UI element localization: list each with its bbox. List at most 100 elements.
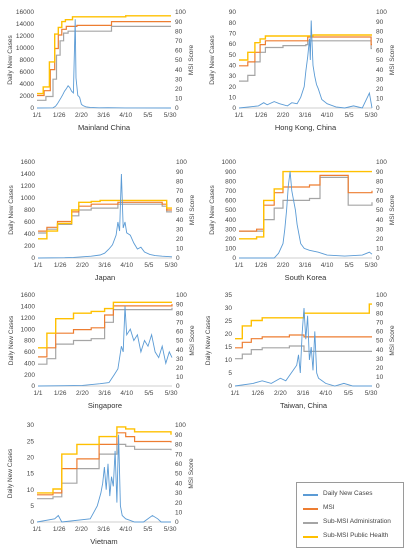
series-line-health bbox=[38, 199, 172, 240]
x-tick-label: 1/26 bbox=[255, 112, 268, 119]
x-tick-label: 2/20 bbox=[75, 526, 88, 533]
panel-7: 0 5 10 15 20 25 30 0 10 20 30 40 50 60 70 80 90 100 1/1 1/2… bbox=[7, 422, 195, 546]
y2-tick-label: 100 bbox=[176, 292, 187, 299]
x-tick-label: 3/16 bbox=[97, 112, 110, 119]
y-tick-label: 70 bbox=[229, 31, 237, 38]
y-tick-label: 0 bbox=[228, 383, 232, 390]
x-tick-label: 2/20 bbox=[277, 112, 290, 119]
x-tick-label: 5/30 bbox=[164, 112, 177, 119]
y-axis-title: Daily New Cases bbox=[7, 448, 14, 498]
y-tick-label: 40 bbox=[229, 63, 237, 70]
y2-tick-label: 30 bbox=[376, 226, 384, 233]
y-tick-label: 20 bbox=[27, 455, 35, 462]
x-tick-label: 4/10 bbox=[120, 262, 133, 269]
legend-item-msi: MSI bbox=[303, 503, 403, 515]
x-tick-label: 3/16 bbox=[98, 262, 111, 269]
y2-tick-label: 20 bbox=[175, 500, 183, 507]
y2-tick-label: 80 bbox=[376, 310, 384, 317]
x-tick-label: 3/16 bbox=[98, 390, 111, 397]
x-tick-label: 5/5 bbox=[144, 262, 153, 269]
series-line-daily bbox=[37, 173, 173, 259]
x-tick-label: 1/26 bbox=[251, 390, 264, 397]
x-tick-label: 5/30 bbox=[165, 262, 178, 269]
y-tick-label: 500 bbox=[225, 207, 236, 214]
y2-tick-label: 10 bbox=[376, 246, 384, 253]
y2-tick-label: 10 bbox=[175, 510, 183, 517]
y2-tick-label: 40 bbox=[175, 480, 183, 487]
y-tick-label: 0 bbox=[31, 255, 35, 262]
y2-tick-label: 20 bbox=[376, 236, 384, 243]
y2-tick-label: 40 bbox=[175, 67, 183, 74]
x-tick-label: 1/26 bbox=[53, 112, 66, 119]
series-line-admin bbox=[239, 40, 372, 82]
y2-tick-label: 50 bbox=[376, 57, 384, 64]
y2-tick-label: 70 bbox=[376, 320, 384, 327]
y2-tick-label: 40 bbox=[376, 67, 384, 74]
y2-tick-label: 70 bbox=[175, 38, 183, 45]
x-tick-label: 4/10 bbox=[119, 112, 132, 119]
y-tick-label: 10 bbox=[27, 487, 35, 494]
y2-axis-title: MSI Score bbox=[389, 325, 396, 356]
x-tick-label: 4/10 bbox=[321, 112, 334, 119]
y2-tick-label: 20 bbox=[176, 365, 184, 372]
y-tick-label: 20 bbox=[229, 84, 237, 91]
series-line-daily bbox=[37, 306, 173, 387]
y-tick-label: 1000 bbox=[21, 195, 36, 202]
y-tick-label: 1400 bbox=[21, 171, 36, 178]
y2-tick-label: 20 bbox=[176, 236, 184, 243]
y2-tick-label: 100 bbox=[175, 9, 186, 16]
series-line-health bbox=[235, 303, 372, 340]
series-line-admin bbox=[239, 176, 373, 232]
x-tick-label: 3/16 bbox=[97, 526, 110, 533]
y-tick-label: 14000 bbox=[16, 21, 34, 28]
x-tick-label: 5/5 bbox=[345, 262, 354, 269]
y2-axis-title: MSI Score bbox=[389, 194, 396, 225]
x-tick-label: 2/20 bbox=[274, 390, 287, 397]
x-tick-label: 3/16 bbox=[299, 112, 312, 119]
x-tick-label: 5/5 bbox=[143, 526, 152, 533]
y2-tick-label: 30 bbox=[376, 76, 384, 83]
y2-tick-label: 60 bbox=[175, 48, 183, 55]
y-tick-label: 12000 bbox=[16, 33, 34, 40]
x-tick-label: 4/10 bbox=[119, 526, 132, 533]
y2-tick-label: 100 bbox=[376, 292, 387, 299]
y-tick-label: 800 bbox=[24, 338, 35, 345]
legend-label-msi: MSI bbox=[323, 504, 335, 511]
y2-tick-label: 80 bbox=[376, 28, 384, 35]
y-tick-label: 5 bbox=[30, 503, 34, 510]
legend-swatch-admin bbox=[303, 522, 318, 524]
y2-tick-label: 60 bbox=[176, 329, 184, 336]
y-axis-title: Daily New Cases bbox=[209, 185, 216, 235]
x-tick-label: 3/16 bbox=[299, 262, 312, 269]
y2-tick-label: 0 bbox=[176, 383, 180, 390]
y2-tick-label: 80 bbox=[176, 178, 184, 185]
panel-2: 0 10 20 30 40 50 60 70 80 90 0 10 20 30 40 50 60 70 80 90 10… bbox=[209, 9, 396, 132]
y-tick-label: 35 bbox=[225, 292, 233, 299]
series-line-msi bbox=[37, 21, 171, 97]
y-tick-label: 1000 bbox=[222, 159, 237, 166]
y2-tick-label: 20 bbox=[376, 86, 384, 93]
y2-tick-label: 60 bbox=[376, 329, 384, 336]
y2-tick-label: 50 bbox=[176, 207, 184, 214]
y2-tick-label: 0 bbox=[175, 105, 179, 112]
y-axis-title: Daily New Cases bbox=[209, 35, 216, 85]
y2-tick-label: 80 bbox=[176, 310, 184, 317]
y-tick-label: 600 bbox=[24, 219, 35, 226]
y-tick-label: 15 bbox=[27, 471, 35, 478]
legend-label-health: Sub-MSI Public Health bbox=[323, 532, 389, 539]
y2-tick-label: 90 bbox=[376, 169, 384, 176]
y-tick-label: 700 bbox=[225, 188, 236, 195]
y2-axis-title: MSI Score bbox=[188, 44, 195, 75]
panel-3: 0 200 400 600 800 1000 1200 1400 1600 0 10 20 30 40 50… bbox=[8, 159, 196, 282]
y-tick-label: 60 bbox=[229, 41, 237, 48]
series-line-daily bbox=[238, 20, 373, 109]
y-tick-label: 0 bbox=[232, 255, 236, 262]
y-tick-label: 15 bbox=[225, 344, 233, 351]
x-tick-label: 1/1 bbox=[230, 390, 239, 397]
x-tick-label: 1/26 bbox=[54, 262, 67, 269]
y2-tick-label: 0 bbox=[376, 383, 380, 390]
y2-tick-label: 60 bbox=[376, 48, 384, 55]
y2-tick-label: 30 bbox=[376, 356, 384, 363]
y2-axis-title: MSI Score bbox=[189, 325, 196, 356]
y2-tick-label: 80 bbox=[376, 178, 384, 185]
